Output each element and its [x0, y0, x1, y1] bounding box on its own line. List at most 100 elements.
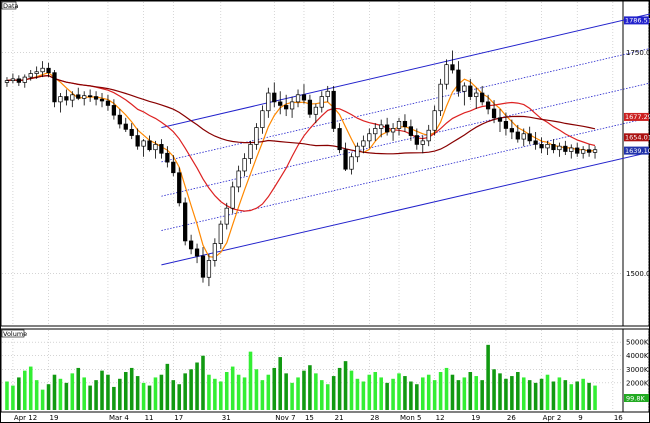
candle — [260, 105, 265, 134]
price-panel — [0, 0, 624, 327]
candle — [474, 87, 479, 109]
candle — [527, 126, 532, 145]
volume-bar — [468, 372, 473, 410]
volume-bar — [129, 367, 134, 410]
volume-bar — [213, 378, 217, 410]
candle — [200, 247, 206, 283]
candle — [581, 146, 586, 159]
candle — [224, 202, 229, 230]
candle — [426, 124, 431, 147]
volume-badge — [624, 394, 649, 402]
volume-bar — [112, 386, 116, 410]
candle — [361, 135, 366, 154]
candle — [521, 128, 526, 147]
x-axis-labels: Apr 12 19 Mar 4 11 17 31 Nov 7 15 21 28 Mon 5 12 19 2… — [14, 414, 650, 422]
x-tick-label: 9 — [578, 414, 582, 422]
volume-bar — [581, 378, 585, 410]
volume-bar — [284, 373, 288, 410]
volume-bar — [385, 382, 389, 410]
price-gridlines — [2, 2, 649, 411]
volume-bar — [420, 377, 425, 410]
price-badge — [624, 133, 649, 142]
candle — [307, 94, 313, 118]
volume-bar — [207, 374, 211, 410]
candle — [586, 144, 592, 157]
volume-bar — [486, 344, 490, 410]
candle — [313, 103, 318, 124]
volume-bar — [272, 367, 277, 410]
candle — [301, 84, 307, 104]
volume-bar — [456, 380, 461, 410]
candle — [117, 108, 122, 129]
candle — [533, 132, 538, 150]
candle — [123, 117, 128, 132]
candle — [509, 119, 515, 140]
volume-bar — [355, 378, 360, 410]
volume-bar — [409, 381, 413, 410]
candle — [111, 99, 117, 120]
candle — [93, 91, 99, 106]
volume-bar — [325, 384, 330, 410]
candle — [468, 78, 473, 101]
candle — [462, 82, 467, 106]
candle — [569, 144, 574, 159]
candle — [129, 123, 134, 140]
candle — [450, 50, 455, 74]
volume-bar — [575, 381, 579, 410]
volume-bar — [462, 377, 467, 410]
volume-bar — [201, 355, 205, 410]
channel-upper-line — [161, 13, 650, 129]
volume-bar — [504, 378, 508, 410]
x-tick-label: 21 — [335, 414, 344, 422]
candle — [212, 238, 218, 267]
candle — [545, 140, 550, 156]
volume-bar — [296, 377, 300, 410]
volume-bar — [58, 378, 63, 410]
candle — [194, 243, 200, 264]
candle — [34, 66, 39, 79]
volume-bar — [189, 369, 193, 410]
volume-bar — [302, 370, 306, 410]
candle — [52, 70, 57, 108]
volume-bar — [159, 374, 164, 410]
candle — [188, 234, 194, 255]
price-badge — [624, 16, 649, 25]
volume-bar — [563, 380, 568, 410]
candle — [384, 117, 390, 136]
candle — [551, 139, 556, 154]
volume-bar — [569, 384, 574, 410]
candle — [480, 85, 485, 106]
x-tick-label: 15 — [305, 414, 314, 422]
volume-bar — [17, 377, 21, 410]
candle — [22, 74, 27, 88]
x-tick-label: 19 — [50, 414, 59, 422]
candle — [183, 197, 188, 246]
candle — [135, 128, 140, 150]
volume-bar — [100, 370, 104, 410]
volume-bar — [397, 373, 401, 410]
volume-bar — [557, 377, 562, 410]
x-tick-label: 17 — [174, 414, 183, 422]
candle — [563, 140, 568, 156]
volume-bar — [118, 378, 122, 410]
candle — [206, 254, 212, 287]
candle — [432, 105, 437, 136]
volume-bar — [76, 367, 81, 410]
price-title: Data — [3, 2, 19, 10]
volume-bar — [403, 376, 407, 410]
volume-bar — [230, 366, 235, 410]
volume-bar — [498, 373, 502, 410]
candle — [99, 93, 105, 108]
candle — [177, 167, 182, 207]
price-tick-label: 1750.00 — [626, 49, 650, 57]
volume-bar — [5, 381, 9, 410]
candle — [64, 89, 69, 106]
candle — [10, 73, 16, 84]
volume-bar — [551, 381, 556, 410]
volume-bar — [224, 372, 229, 410]
volume-bar — [367, 374, 372, 410]
candle — [141, 139, 146, 157]
volume-bar — [593, 385, 597, 410]
x-tick-label: 19 — [471, 414, 480, 422]
volume-bar — [278, 357, 282, 410]
